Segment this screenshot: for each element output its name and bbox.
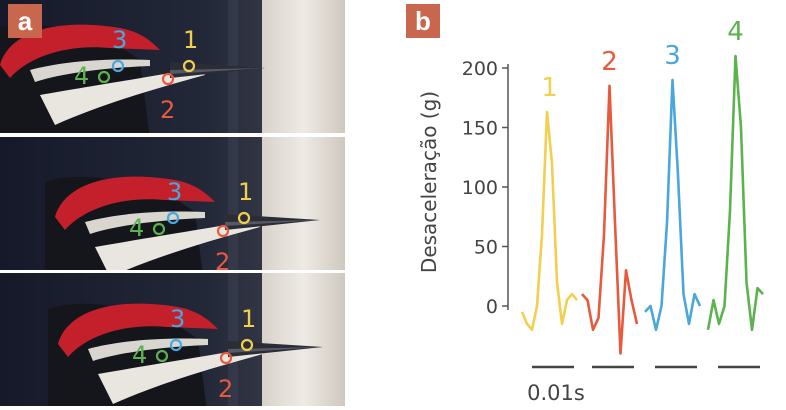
sensor-marker-1 xyxy=(240,338,254,352)
sensor-marker-label: 2 xyxy=(218,375,233,403)
woodpecker-head: 1 2 34 xyxy=(0,24,265,133)
y-tick-label: 150 xyxy=(462,118,498,140)
sensor-marker-3 xyxy=(169,338,183,352)
sensor-marker-1 xyxy=(237,211,251,225)
sensor-marker-label: 3 xyxy=(112,26,127,54)
panel-b-badge: b xyxy=(406,4,440,38)
sensor-marker-2 xyxy=(161,72,175,86)
sensor-marker-2 xyxy=(219,351,233,365)
tree-bark xyxy=(262,0,345,133)
trace-sensor-4 xyxy=(706,54,764,332)
sensor-marker-4 xyxy=(155,349,169,363)
sensor-marker-label: 1 xyxy=(238,178,253,206)
chart-traces: 1 2 3 4 xyxy=(520,17,764,355)
trace-sensor-2 xyxy=(581,84,639,355)
sensor-marker-3 xyxy=(111,59,125,73)
series-label: 2 xyxy=(601,47,618,77)
series-label: 4 xyxy=(727,17,744,47)
tree-bark xyxy=(262,273,345,406)
sensor-marker-label: 4 xyxy=(74,62,89,90)
sensor-marker-4 xyxy=(97,70,111,84)
photo-frame: 1 2 34 xyxy=(0,273,345,406)
sensor-marker-label: 4 xyxy=(132,341,147,369)
time-scale-bars: 0.01s xyxy=(527,365,760,405)
y-tick-label: 100 xyxy=(462,177,498,199)
sensor-marker-label: 3 xyxy=(167,178,182,206)
panel-a-badge: a xyxy=(8,4,42,38)
photo-frame: 1 2 34 xyxy=(0,0,345,133)
trace-sensor-1 xyxy=(520,110,578,332)
photo-frame: 1 2 34 xyxy=(0,137,345,276)
sensor-marker-1 xyxy=(182,59,196,73)
tree-bark xyxy=(262,137,345,270)
y-axis-label: Desaceleração (g) xyxy=(417,91,441,273)
y-tick-label: 0 xyxy=(486,296,498,318)
sensor-marker-label: 2 xyxy=(215,248,230,276)
sensor-marker-4 xyxy=(152,222,166,236)
woodpecker-head: 1 2 34 xyxy=(45,176,320,276)
sensor-marker-label: 1 xyxy=(241,305,256,333)
scale-bar-label: 0.01s xyxy=(527,381,585,405)
sensor-marker-label: 4 xyxy=(129,214,144,242)
deceleration-chart: Desaceleração (g) 0 50 100 150 200 1 2 3 4 0.01s xyxy=(417,17,764,405)
sensor-marker-2 xyxy=(216,224,230,238)
trace-sensor-3 xyxy=(644,78,702,332)
series-label: 1 xyxy=(541,73,558,103)
sensor-marker-label: 3 xyxy=(170,305,185,333)
y-tick-label: 50 xyxy=(474,237,498,259)
sensor-marker-3 xyxy=(166,211,180,225)
chart-axes: Desaceleração (g) 0 50 100 150 200 xyxy=(417,58,509,318)
sensor-marker-label: 2 xyxy=(160,96,175,124)
woodpecker-head: 1 2 34 xyxy=(48,303,323,406)
sensor-marker-label: 1 xyxy=(183,26,198,54)
y-tick-label: 200 xyxy=(462,58,498,80)
red-crest xyxy=(58,303,218,357)
red-crest xyxy=(55,176,215,230)
series-label: 3 xyxy=(664,41,681,71)
